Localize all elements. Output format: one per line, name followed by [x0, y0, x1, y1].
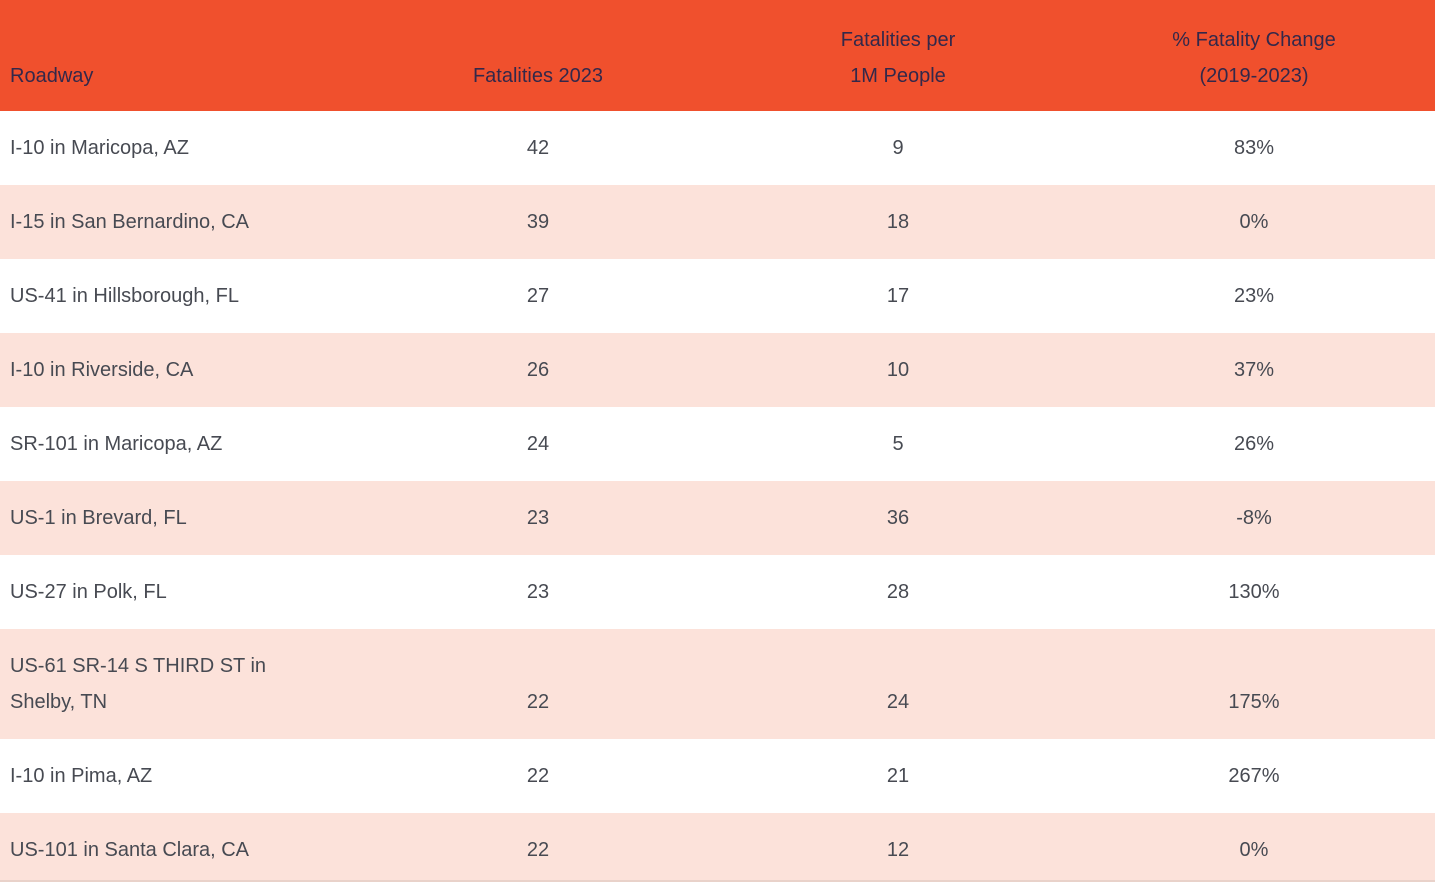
roadway-cell: US-101 in Santa Clara, CA — [0, 813, 353, 882]
fatalities-per-1m-cell: 12 — [723, 813, 1073, 882]
pct-fatality-change-cell: 130% — [1228, 581, 1280, 603]
column-header-fatalities-2023: Fatalities 2023 — [472, 65, 604, 87]
fatalities-2023-cell: 26 — [526, 359, 550, 381]
table-header: Roadway Fatalities 2023 Fatalities per 1… — [0, 0, 1435, 111]
pct-fatality-change-cell: 175% — [1228, 691, 1280, 713]
pct-fatality-change-cell: 23% — [1233, 285, 1275, 307]
fatalities-per-1m-cell: 36 — [886, 507, 910, 529]
fatalities-per-1m-cell: 21 — [886, 765, 910, 787]
table-row: US-1 in Brevard, FL 23 36 -8% — [0, 481, 1435, 555]
pct-fatality-change-cell: -8% — [1236, 507, 1272, 529]
table-row: I-15 in San Bernardino, CA 39 18 0% — [0, 185, 1435, 259]
pct-fatality-change-cell: 267% — [1228, 765, 1280, 787]
fatalities-per-1m-cell: 18 — [886, 211, 910, 233]
roadway-cell: I-10 in Maricopa, AZ — [10, 137, 189, 159]
fatalities-per-1m-cell: 24 — [886, 691, 910, 713]
fatalities-2023-cell: 42 — [526, 137, 550, 159]
table-row: SR-101 in Maricopa, AZ 24 5 26% — [0, 407, 1435, 481]
roadway-cell: US-1 in Brevard, FL — [10, 507, 187, 529]
roadway-cell: I-15 in San Bernardino, CA — [10, 211, 250, 233]
table-body: I-10 in Maricopa, AZ 42 9 83% I-15 in Sa… — [0, 111, 1435, 882]
roadway-cell: SR-101 in Maricopa, AZ — [10, 433, 223, 455]
fatalities-per-1m-cell: 17 — [886, 285, 910, 307]
fatalities-2023-cell: 23 — [526, 507, 550, 529]
fatalities-2023-cell: 27 — [526, 285, 550, 307]
fatalities-per-1m-cell: 9 — [892, 137, 904, 159]
roadway-cell: I-10 in Riverside, CA — [10, 359, 194, 381]
fatalities-per-1m-cell: 5 — [892, 433, 904, 455]
table-row: I-10 in Maricopa, AZ 42 9 83% — [0, 111, 1435, 185]
fatalities-per-1m-cell: 10 — [886, 359, 910, 381]
table-row: US-27 in Polk, FL 23 28 130% — [0, 555, 1435, 629]
roadway-cell: US-41 in Hillsborough, FL — [10, 285, 239, 307]
pct-fatality-change-cell: 37% — [1233, 359, 1275, 381]
pct-fatality-change-cell: 26% — [1233, 433, 1275, 455]
roadway-cell: I-10 in Pima, AZ — [10, 765, 153, 787]
fatalities-per-1m-cell: 28 — [886, 581, 910, 603]
column-header-pct-fatality-change: % Fatality Change (2019-2023) — [1172, 29, 1336, 87]
fatalities-2023-cell: 22 — [526, 691, 550, 713]
fatalities-2023-cell: 39 — [526, 211, 550, 233]
pct-fatality-change-cell: 0% — [1073, 813, 1435, 882]
fatalities-2023-cell: 22 — [353, 813, 723, 882]
column-header-fatalities-per-1m: Fatalities per 1M People — [840, 29, 956, 87]
table-row: US-101 in Santa Clara, CA 22 12 0% — [0, 813, 1435, 882]
fatalities-2023-cell: 24 — [526, 433, 550, 455]
table-row: I-10 in Pima, AZ 22 21 267% — [0, 739, 1435, 813]
roadway-cell: US-27 in Polk, FL — [10, 581, 167, 603]
fatalities-2023-cell: 23 — [526, 581, 550, 603]
column-header-roadway: Roadway — [10, 65, 94, 87]
table-row: US-61 SR-14 S THIRD ST in Shelby, TN 22 … — [0, 629, 1435, 739]
table-row: I-10 in Riverside, CA 26 10 37% — [0, 333, 1435, 407]
fatalities-2023-cell: 22 — [526, 765, 550, 787]
table-row: US-41 in Hillsborough, FL 27 17 23% — [0, 259, 1435, 333]
roadway-cell: US-61 SR-14 S THIRD ST in Shelby, TN — [10, 655, 267, 713]
pct-fatality-change-cell: 83% — [1233, 137, 1275, 159]
pct-fatality-change-cell: 0% — [1239, 211, 1269, 233]
header-row: Roadway Fatalities 2023 Fatalities per 1… — [0, 0, 1435, 111]
